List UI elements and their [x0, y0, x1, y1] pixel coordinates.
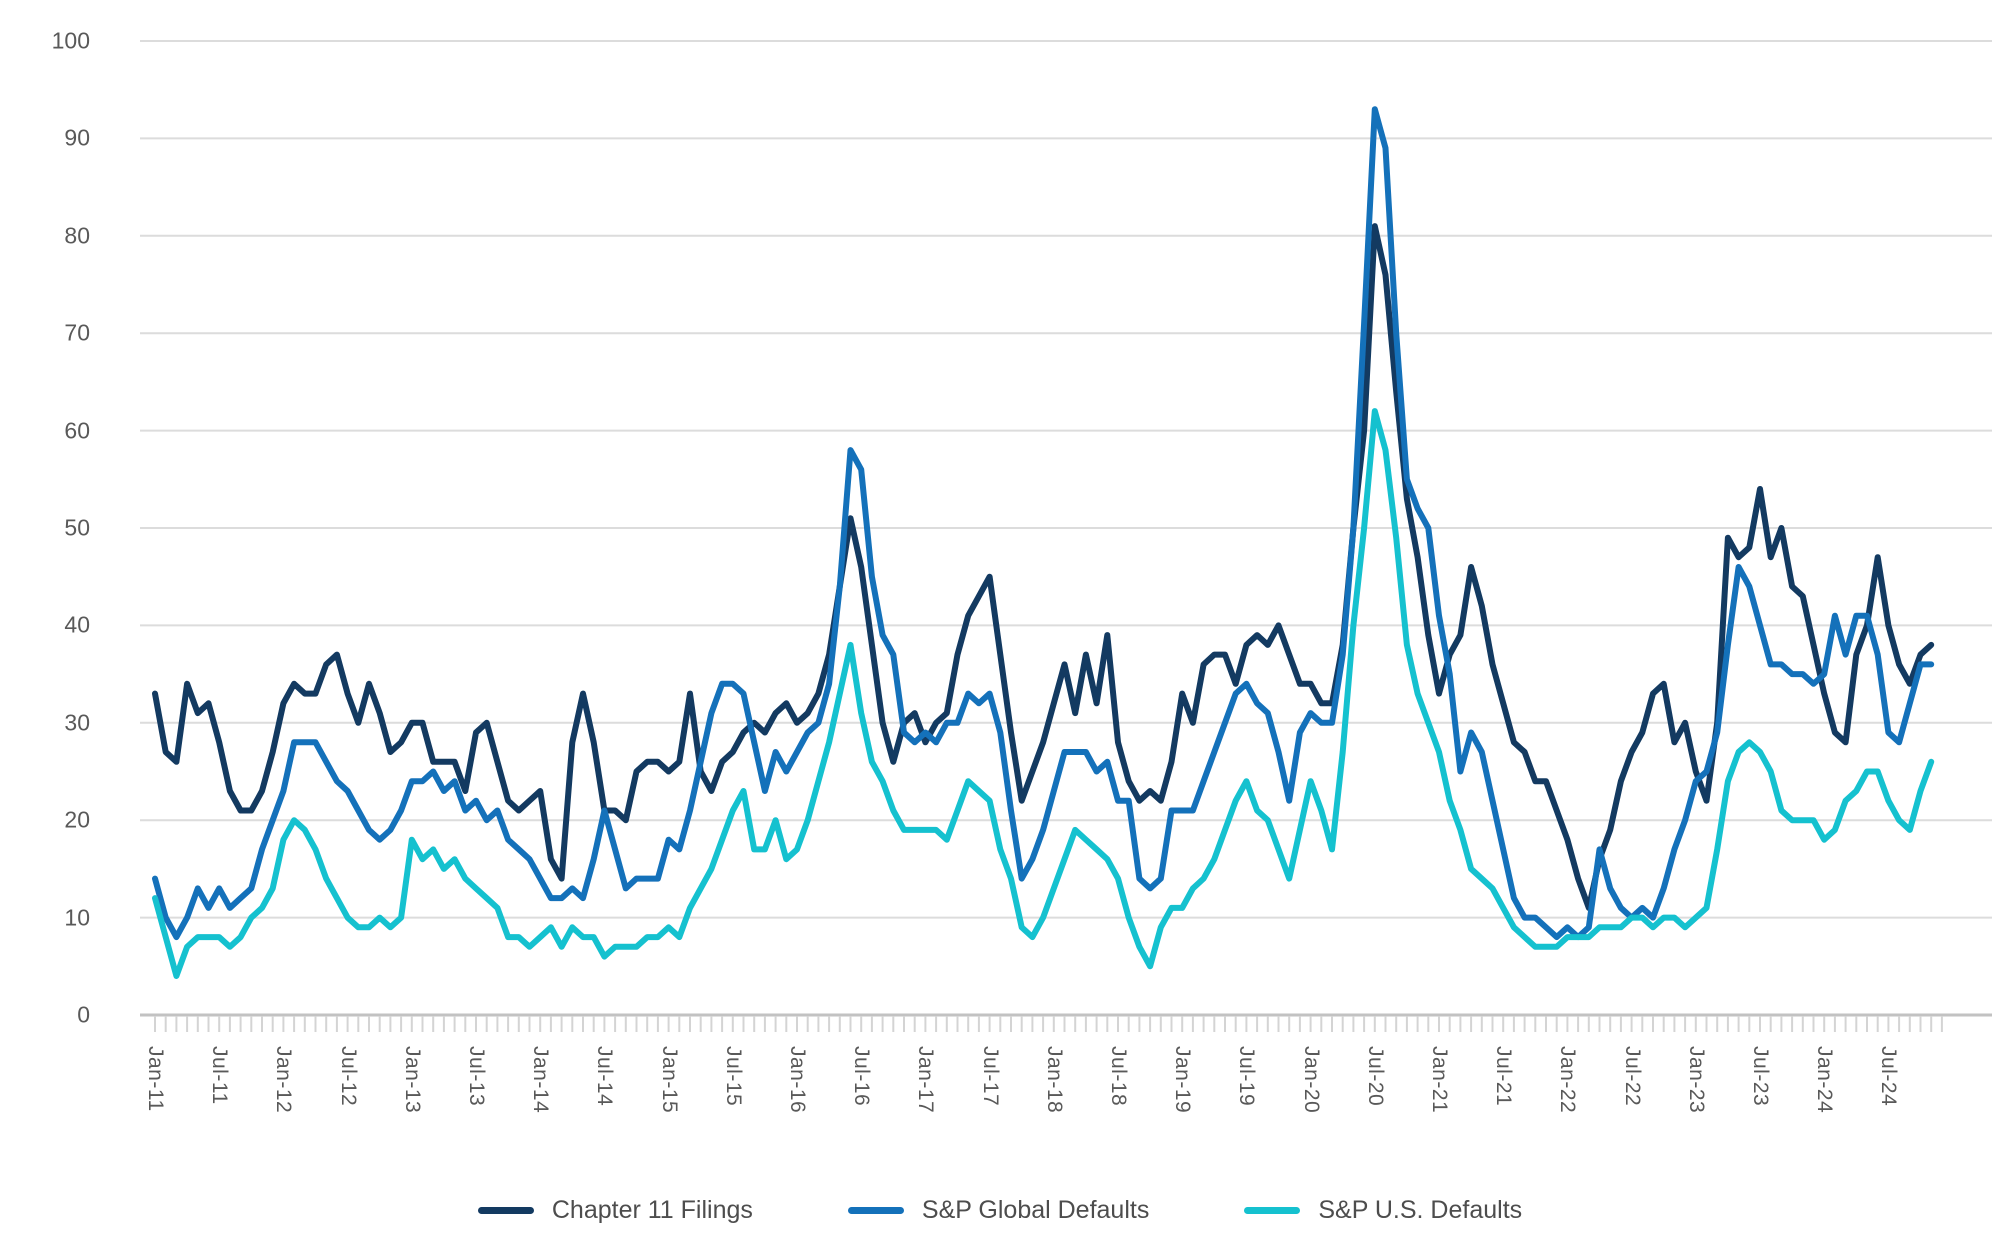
y-tick-label-70: 70 [64, 319, 90, 346]
x-tick-label-Jul-23: Jul-23 [1749, 1046, 1772, 1107]
y-tick-label-50: 50 [64, 514, 90, 541]
x-tick-label-Jul-21: Jul-21 [1492, 1046, 1516, 1107]
y-tick-label-0: 0 [77, 1001, 90, 1028]
series-line-s-p-u-s-defaults [152, 408, 1935, 979]
x-tick-label-Jan-23: Jan-23 [1684, 1046, 1708, 1114]
x-tick-label-Jul-16: Jul-16 [850, 1046, 874, 1107]
x-tick-label-Jan-21: Jan-21 [1428, 1046, 1451, 1114]
legend-label-chapter-11-filings: Chapter 11 Filings [551, 1196, 753, 1224]
x-tick-label-Jul-12: Jul-12 [336, 1046, 360, 1107]
x-tick-label-Jan-12: Jan-12 [272, 1046, 296, 1114]
y-tick-label-40: 40 [64, 611, 90, 638]
legend-swatch-sp-global-defaults [847, 1207, 904, 1214]
x-tick-label-Jul-11: Jul-11 [208, 1046, 232, 1105]
x-tick-label-Jan-18: Jan-18 [1042, 1046, 1066, 1114]
y-tick-label-100: 100 [51, 27, 90, 54]
legend-item-sp-us-defaults: S&P U.S. Defaults [1244, 1196, 1522, 1225]
x-tick-label-Jul-15: Jul-15 [721, 1046, 745, 1107]
x-tick-label-Jan-13: Jan-13 [400, 1046, 424, 1114]
y-tick-label-20: 20 [64, 806, 90, 833]
legend-swatch-chapter-11-filings [477, 1207, 534, 1214]
legend-item-sp-global-defaults: S&P Global Defaults [847, 1196, 1150, 1225]
y-tick-label-30: 30 [64, 709, 90, 736]
x-tick-label-Jul-13: Jul-13 [465, 1046, 488, 1107]
x-tick-label-Jan-24: Jan-24 [1813, 1046, 1837, 1114]
y-tick-label-10: 10 [64, 904, 90, 931]
x-tick-label-Jan-15: Jan-15 [657, 1046, 681, 1114]
legend-swatch-sp-us-defaults [1244, 1207, 1301, 1214]
x-tick-label-Jul-18: Jul-18 [1107, 1046, 1130, 1107]
x-tick-label-Jan-22: Jan-22 [1556, 1046, 1580, 1114]
series-line-s-p-global-defaults [152, 106, 1935, 941]
legend-label-sp-global-defaults: S&P Global Defaults [921, 1196, 1150, 1224]
legend-item-chapter-11-filings: Chapter 11 Filings [477, 1196, 753, 1225]
x-tick-label-Jul-22: Jul-22 [1620, 1046, 1644, 1107]
x-tick-label-Jul-24: Jul-24 [1877, 1046, 1901, 1107]
x-tick-label-Jul-19: Jul-19 [1235, 1046, 1259, 1107]
y-tick-label-80: 80 [64, 222, 90, 249]
x-tick-label-Jan-20: Jan-20 [1299, 1046, 1323, 1114]
x-tick-label-Jan-19: Jan-19 [1171, 1046, 1195, 1114]
y-tick-label-90: 90 [64, 124, 90, 151]
x-tick-label-Jan-14: Jan-14 [529, 1046, 553, 1114]
series-line-chapter-11-filings [152, 223, 1935, 911]
x-tick-label-Jul-14: Jul-14 [593, 1046, 617, 1107]
y-tick-label-60: 60 [64, 417, 90, 444]
x-tick-label-Jul-20: Jul-20 [1363, 1046, 1387, 1107]
x-tick-label-Jan-16: Jan-16 [786, 1046, 809, 1114]
x-tick-label-Jan-11: Jan-11 [144, 1046, 167, 1112]
x-tick-label-Jan-17: Jan-17 [914, 1046, 938, 1114]
legend-label-sp-us-defaults: S&P U.S. Defaults [1318, 1196, 1523, 1224]
x-tick-label-Jul-17: Jul-17 [978, 1046, 1002, 1107]
chart-legend: Chapter 11 Filings S&P Global Defaults S… [0, 1196, 2000, 1225]
